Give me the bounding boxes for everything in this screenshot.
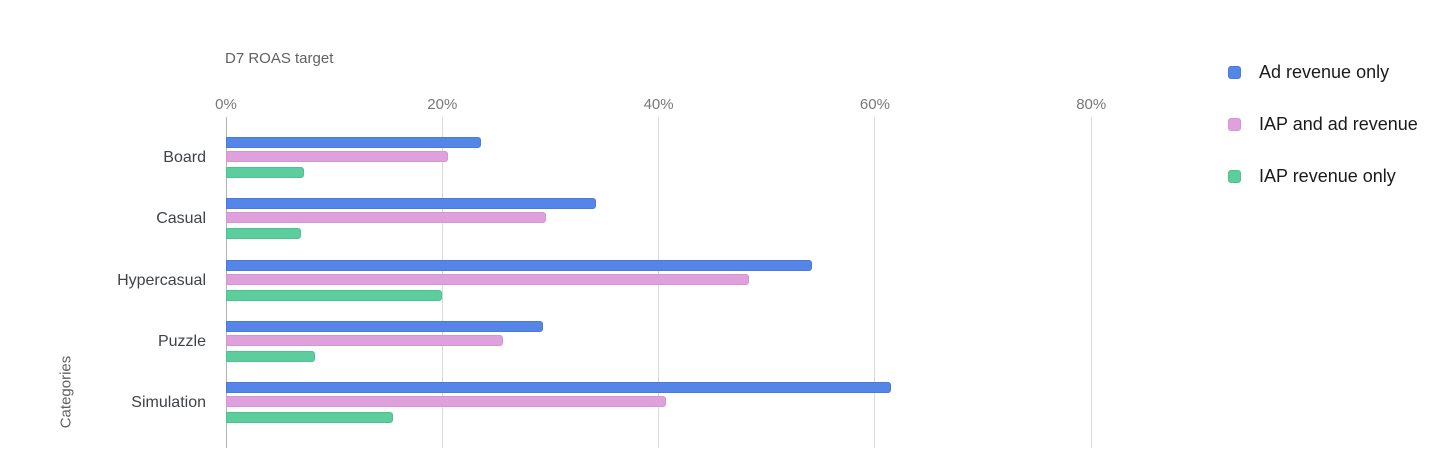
bar-board-ad-revenue-only [226, 137, 482, 148]
legend-swatch-icon [1228, 169, 1241, 183]
legend-label: IAP revenue only [1259, 165, 1396, 186]
x-tick-label: 20% [427, 96, 458, 113]
bar-casual-iap-and-ad-revenue [226, 212, 547, 224]
bar-casual-ad-revenue-only [226, 198, 596, 210]
chart-title: D7 ROAS target [225, 50, 334, 67]
bar-hypercasual-iap-revenue-only [226, 289, 443, 301]
bar-casual-iap-revenue-only [226, 228, 301, 240]
legend: Ad revenue only IAP and ad revenue IAP rev… [1228, 46, 1418, 202]
bar-simulation-iap-revenue-only [226, 412, 393, 423]
legend-item-iap-and-ad-revenue: IAP and ad revenue [1228, 98, 1418, 150]
x-tick-label: 40% [643, 96, 674, 113]
bar-board-iap-and-ad-revenue [226, 151, 448, 162]
bar-hypercasual-ad-revenue-only [226, 259, 813, 271]
x-tick-label: 60% [859, 96, 890, 113]
category-label-board: Board [163, 149, 206, 166]
legend-label: IAP and ad revenue [1259, 113, 1418, 134]
legend-item-ad-revenue-only: Ad revenue only [1228, 46, 1418, 98]
legend-label: Ad revenue only [1259, 61, 1390, 82]
gridline-60% [874, 117, 876, 448]
y-axis-title: Categories [57, 355, 75, 429]
category-label-hypercasual: Hypercasual [117, 271, 206, 289]
legend-swatch-icon [1228, 65, 1241, 79]
category-label-simulation: Simulation [131, 394, 206, 411]
x-tick-label: 80% [1076, 96, 1107, 113]
legend-swatch-icon [1228, 117, 1241, 131]
category-label-casual: Casual [156, 210, 206, 228]
x-tick-label: 0% [215, 96, 237, 113]
bar-puzzle-iap-and-ad-revenue [226, 334, 503, 346]
bar-simulation-iap-and-ad-revenue [226, 396, 667, 407]
bar-board-iap-revenue-only [226, 167, 304, 178]
category-label-puzzle: Puzzle [157, 332, 206, 350]
legend-item-iap-revenue-only: IAP revenue only [1228, 150, 1418, 202]
gridline-80% [1090, 117, 1092, 448]
bar-hypercasual-iap-and-ad-revenue [226, 273, 750, 285]
bar-simulation-ad-revenue-only [226, 382, 892, 393]
bar-puzzle-ad-revenue-only [226, 320, 543, 332]
bar-puzzle-iap-revenue-only [226, 350, 315, 362]
